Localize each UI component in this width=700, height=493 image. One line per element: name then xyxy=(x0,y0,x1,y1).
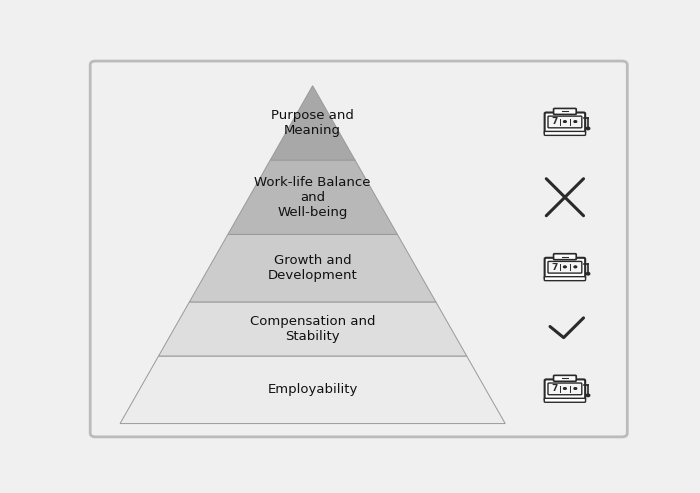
Circle shape xyxy=(564,388,566,389)
Text: 7: 7 xyxy=(552,385,558,393)
FancyBboxPatch shape xyxy=(545,132,585,136)
FancyBboxPatch shape xyxy=(554,108,576,114)
FancyBboxPatch shape xyxy=(545,112,585,133)
Text: Purpose and
Meaning: Purpose and Meaning xyxy=(271,109,354,137)
FancyBboxPatch shape xyxy=(545,258,585,279)
Circle shape xyxy=(564,121,566,122)
Polygon shape xyxy=(120,356,505,423)
FancyBboxPatch shape xyxy=(554,254,576,260)
Circle shape xyxy=(564,266,566,268)
FancyBboxPatch shape xyxy=(548,116,582,128)
Circle shape xyxy=(586,127,590,130)
Text: Growth and
Development: Growth and Development xyxy=(268,254,358,282)
FancyBboxPatch shape xyxy=(90,61,627,437)
Circle shape xyxy=(564,388,566,389)
FancyBboxPatch shape xyxy=(545,380,585,400)
Polygon shape xyxy=(228,160,398,234)
Text: 7: 7 xyxy=(552,117,558,127)
Circle shape xyxy=(575,121,577,122)
FancyBboxPatch shape xyxy=(545,398,585,402)
Circle shape xyxy=(564,121,566,122)
Text: Employability: Employability xyxy=(267,383,358,396)
Circle shape xyxy=(575,266,577,268)
FancyBboxPatch shape xyxy=(545,277,585,281)
FancyBboxPatch shape xyxy=(554,375,576,381)
Text: Compensation and
Stability: Compensation and Stability xyxy=(250,315,375,343)
Polygon shape xyxy=(159,302,467,356)
Circle shape xyxy=(574,388,576,389)
Circle shape xyxy=(586,273,590,275)
Circle shape xyxy=(574,266,576,268)
Text: 7: 7 xyxy=(552,263,558,272)
Polygon shape xyxy=(270,86,355,160)
Polygon shape xyxy=(190,234,436,302)
FancyBboxPatch shape xyxy=(548,261,582,273)
Circle shape xyxy=(564,266,566,268)
FancyBboxPatch shape xyxy=(548,383,582,395)
Circle shape xyxy=(574,121,576,122)
Circle shape xyxy=(586,394,590,396)
Text: Work-life Balance
and
Well-being: Work-life Balance and Well-being xyxy=(254,176,371,219)
Circle shape xyxy=(575,388,577,389)
